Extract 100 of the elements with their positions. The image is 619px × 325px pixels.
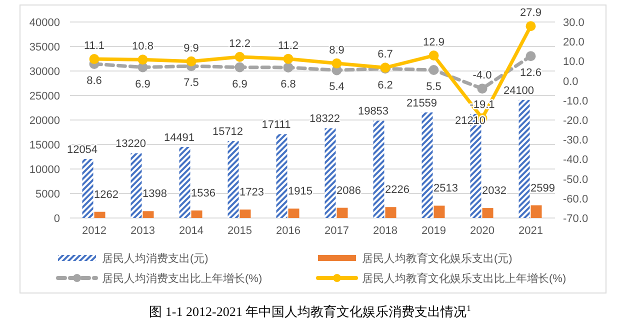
data-label: 2599	[530, 182, 555, 194]
data-label: 1262	[94, 188, 118, 201]
bar	[530, 205, 542, 218]
legend-label: 居民人均教育文化娱乐支出比上年增长(%)	[362, 272, 566, 285]
data-label: 9.9	[184, 42, 199, 54]
y-tick-label: 40000	[29, 17, 60, 29]
bar	[240, 210, 251, 218]
y2-tick-label: -40.0	[563, 154, 588, 166]
bar	[142, 211, 154, 218]
data-label: 5.4	[329, 81, 344, 94]
data-label: 27.9	[520, 7, 542, 20]
bar	[324, 128, 336, 218]
x-tick-label: 2019	[422, 225, 446, 237]
data-label: 19853	[358, 106, 389, 118]
y2-tick-label: -50.0	[563, 174, 588, 186]
point	[138, 54, 148, 65]
point	[526, 21, 536, 32]
y-tick-label: 5000	[36, 188, 60, 200]
data-label: 18322	[309, 113, 340, 126]
point	[428, 65, 439, 76]
data-label: 12.9	[423, 36, 444, 49]
x-tick-label: 2021	[518, 225, 543, 237]
data-label: 8.9	[329, 44, 344, 56]
y2-tick-label: 10.0	[563, 56, 584, 68]
data-label: 1915	[288, 186, 312, 198]
point	[477, 84, 488, 94]
data-label: 1536	[191, 187, 216, 200]
y-tick-label: 0	[54, 213, 60, 225]
data-label: 17111	[262, 119, 291, 132]
x-tick-label: 2012	[82, 225, 106, 237]
data-label: 6.9	[135, 78, 150, 90]
y2-tick-label: 30.0	[563, 17, 584, 29]
data-label: 2513	[434, 182, 458, 195]
point	[332, 58, 342, 68]
y2-tick-label: -20.0	[563, 115, 588, 127]
data-label: 11.1	[84, 40, 105, 52]
point	[234, 62, 245, 72]
data-label: 14491	[164, 132, 195, 144]
point	[89, 54, 100, 64]
bar	[191, 210, 202, 218]
point	[234, 52, 245, 62]
y2-tick-label: -60.0	[563, 193, 588, 206]
data-label: 5.5	[426, 81, 442, 94]
bar	[482, 208, 494, 218]
bar	[94, 212, 106, 218]
point	[186, 56, 196, 66]
bar	[179, 146, 190, 218]
data-label: 15712	[212, 126, 244, 138]
data-label: 6.8	[280, 78, 296, 90]
data-label: 12054	[66, 144, 98, 156]
x-tick-label: 2020	[470, 225, 494, 237]
x-tick-label: 2016	[276, 225, 300, 237]
data-label: 2226	[385, 184, 410, 196]
y2-tick-label: 0.0	[563, 76, 578, 88]
data-label: 6.7	[378, 48, 393, 61]
data-label: 13220	[115, 138, 146, 150]
y-tick-label: 25000	[29, 90, 60, 102]
y-tick-label: 30000	[29, 66, 60, 78]
data-label: 2032	[482, 185, 506, 198]
x-tick-label: 2013	[130, 225, 155, 237]
y-tick-label: 10000	[29, 164, 60, 176]
bar	[130, 153, 142, 218]
bar	[434, 206, 445, 218]
legend-label: 居民人均教育文化娱乐支出(元)	[362, 252, 512, 265]
bar	[82, 158, 94, 218]
data-label: 1398	[142, 188, 167, 200]
data-label: 12.2	[229, 38, 250, 50]
legend-label: 居民人均消费支出(元)	[102, 252, 208, 265]
bar	[518, 100, 530, 218]
point	[526, 51, 536, 62]
data-label: 10.8	[132, 40, 154, 53]
point	[283, 54, 294, 64]
point	[428, 50, 439, 61]
data-label: 2086	[336, 184, 361, 197]
y-tick-label: 35000	[29, 42, 60, 54]
data-label: 7.5	[184, 77, 199, 90]
data-label: 6.9	[232, 78, 248, 90]
x-tick-label: 2018	[373, 225, 398, 237]
data-label: 21559	[406, 97, 438, 110]
data-label: 8.6	[86, 74, 102, 87]
data-label: 12.6	[520, 67, 542, 80]
y2-tick-label: -30.0	[563, 134, 588, 147]
bar	[228, 141, 239, 218]
y2-tick-label: 20.0	[563, 36, 584, 49]
bar	[288, 208, 300, 218]
x-tick-label: 2014	[179, 225, 204, 237]
y2-tick-label: -10.0	[563, 95, 588, 108]
bar	[422, 112, 433, 218]
text: 图 1-1 2012-2021 年中国人均教育文化娱乐消费支出情况$^{1}$	[149, 303, 471, 319]
bar	[373, 120, 384, 218]
data-label: 1723	[240, 186, 264, 199]
x-tick-label: 2017	[324, 225, 349, 237]
legend-label: 居民人均消费支出比上年增长(%)	[102, 272, 262, 285]
x-tick-label: 2015	[228, 225, 252, 237]
y-tick-label: 20000	[29, 115, 60, 127]
y2-tick-label: -70.0	[563, 213, 588, 225]
y-tick-label: 15000	[29, 140, 60, 152]
data-label: 11.2	[278, 40, 299, 52]
point	[283, 62, 294, 72]
data-label: 24100	[503, 84, 534, 97]
